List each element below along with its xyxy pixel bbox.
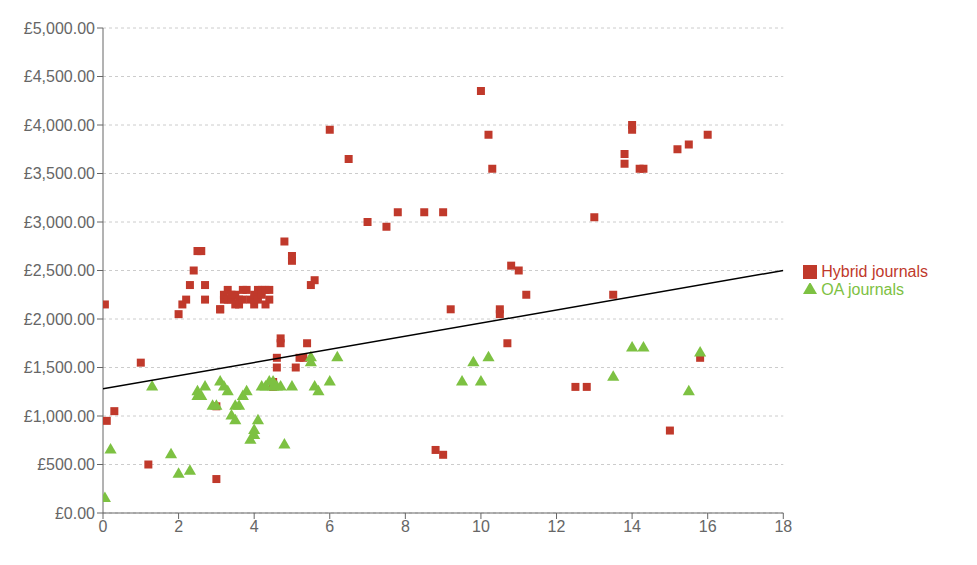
svg-text:0: 0 bbox=[99, 518, 108, 535]
svg-text:£3,500.00: £3,500.00 bbox=[24, 165, 95, 182]
svg-text:£4,000.00: £4,000.00 bbox=[24, 117, 95, 134]
svg-text:£3,000.00: £3,000.00 bbox=[24, 214, 95, 231]
svg-text:£2,000.00: £2,000.00 bbox=[24, 311, 95, 328]
svg-text:£5,000.00: £5,000.00 bbox=[24, 20, 95, 37]
svg-text:6: 6 bbox=[325, 518, 334, 535]
svg-text:£0.00: £0.00 bbox=[55, 505, 95, 522]
svg-text:2: 2 bbox=[174, 518, 183, 535]
html-text:Hybrid journals: Hybrid journals bbox=[821, 262, 928, 280]
svg-text:18: 18 bbox=[774, 518, 792, 535]
svg-text:14: 14 bbox=[623, 518, 641, 535]
svg-text:10: 10 bbox=[472, 518, 490, 535]
html-text:OA journals: OA journals bbox=[821, 280, 904, 298]
svg-text:4: 4 bbox=[250, 518, 259, 535]
svg-text:£2,500.00: £2,500.00 bbox=[24, 262, 95, 279]
svg-text:8: 8 bbox=[401, 518, 410, 535]
svg-text:£500.00: £500.00 bbox=[37, 456, 95, 473]
svg-text:12: 12 bbox=[548, 518, 566, 535]
svg-text:£4,500.00: £4,500.00 bbox=[24, 68, 95, 85]
svg-text:£1,500.00: £1,500.00 bbox=[24, 359, 95, 376]
svg-text:16: 16 bbox=[699, 518, 717, 535]
svg-text:£1,000.00: £1,000.00 bbox=[24, 408, 95, 425]
